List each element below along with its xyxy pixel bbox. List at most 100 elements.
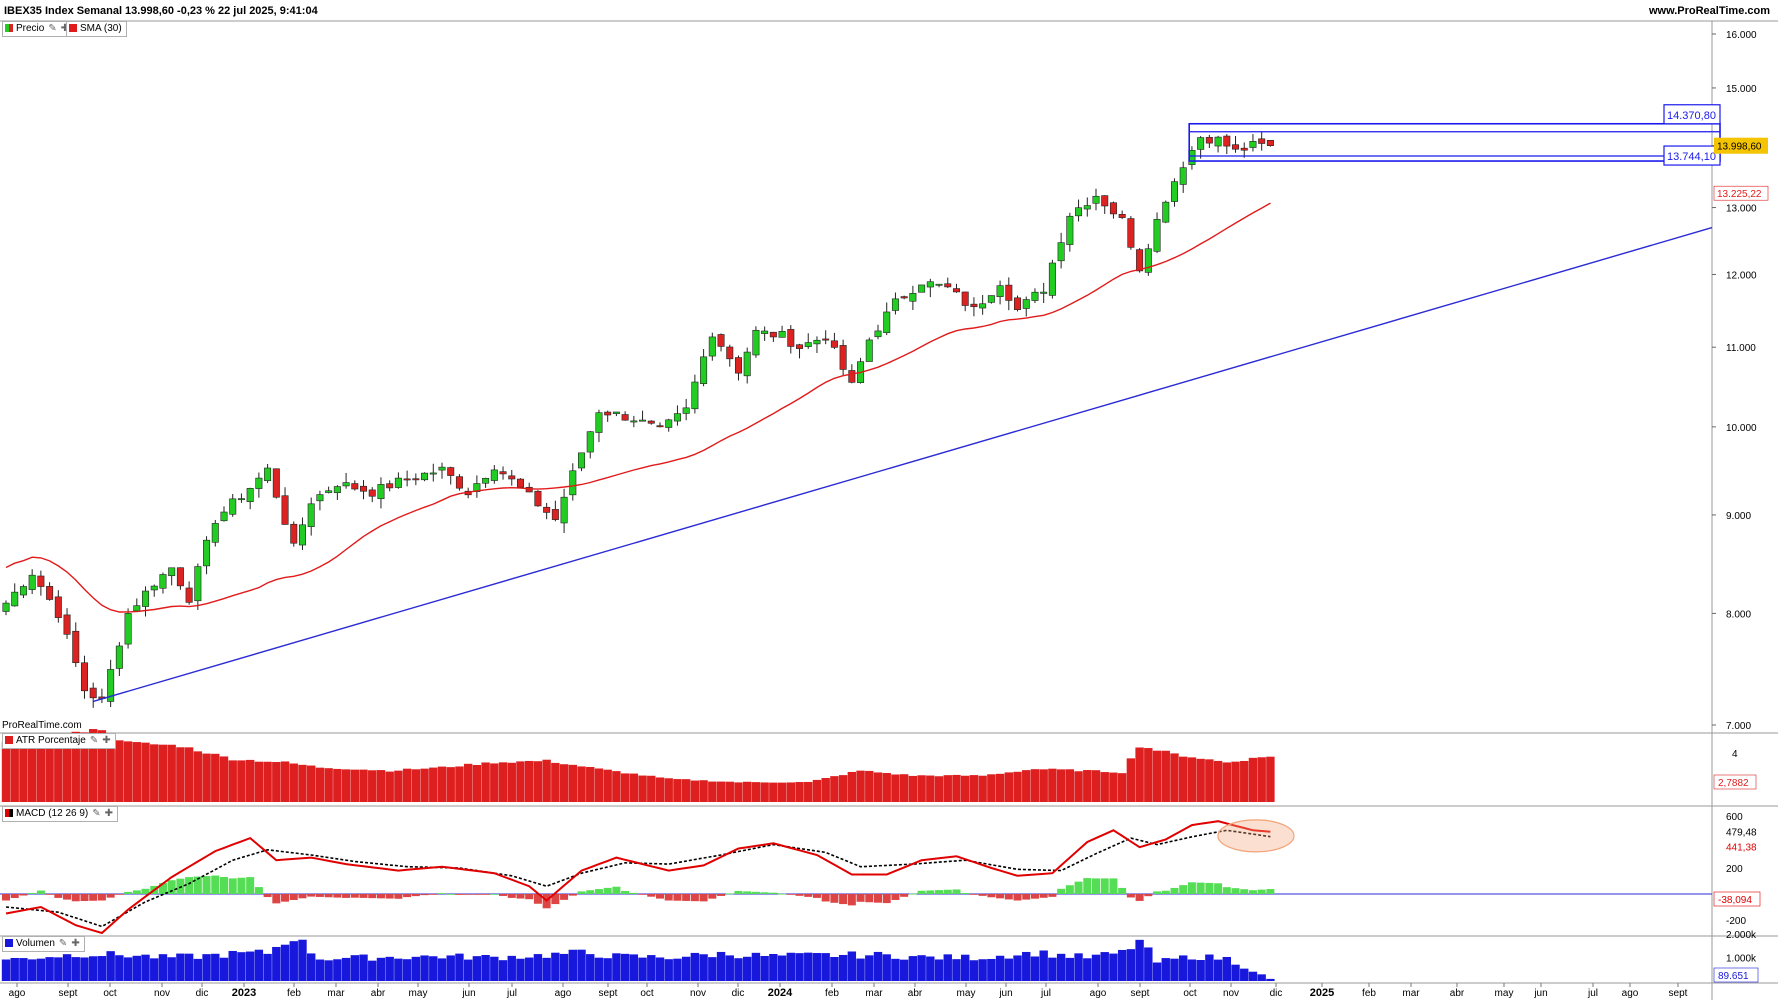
volume-bar (71, 957, 80, 981)
macd-histogram-bar (507, 894, 516, 898)
candle-down (386, 483, 394, 489)
volume-bar (542, 957, 551, 981)
x-axis-label: nov (690, 988, 706, 999)
volume-bar (1013, 955, 1022, 981)
candle-down (822, 338, 830, 341)
atr-bar (350, 769, 359, 802)
candle-up (1031, 291, 1039, 301)
macd-histogram-bar (411, 894, 420, 897)
volume-bar (673, 958, 682, 981)
macd-histogram-bar (80, 894, 89, 902)
macd-histogram-bar (385, 894, 394, 899)
candle-up (883, 311, 891, 333)
atr-bar (708, 781, 717, 802)
candle-down (63, 614, 71, 635)
x-axis-label: sept (1131, 988, 1150, 999)
macd-histogram-bar (124, 891, 133, 894)
candle-up (630, 420, 638, 423)
plus-icon[interactable]: ✚ (104, 808, 114, 819)
volume-bar (307, 953, 316, 981)
volume-bar (455, 953, 464, 981)
plus-icon[interactable]: ✚ (71, 938, 80, 949)
price-legend[interactable]: Precio ✎ ✚ (2, 21, 75, 37)
macd-histogram-bar (1187, 882, 1196, 894)
candle-up (1214, 136, 1222, 147)
candle-up (115, 645, 123, 669)
atr-bar (498, 762, 508, 802)
macd-histogram-bar (647, 894, 656, 897)
candle-up (700, 356, 708, 384)
volume-bar (359, 954, 368, 981)
sma-legend[interactable]: SMA (30) (66, 21, 127, 37)
atr-bar (542, 759, 551, 802)
atr-bar (995, 773, 1005, 802)
atr-bar (969, 775, 979, 802)
candle-down (769, 331, 777, 338)
candle-up (987, 295, 995, 303)
macd-histogram-bar (751, 891, 760, 894)
volume-bar (743, 956, 752, 981)
macd-histogram-bar (167, 880, 176, 894)
atr-panel[interactable] (1, 729, 1275, 802)
atr-bar (1222, 762, 1231, 802)
macd-histogram-bar (315, 894, 324, 897)
volume-bar (786, 952, 795, 981)
volume-bar (1083, 958, 1092, 981)
sma-last-label: 13.225,22 (1717, 189, 1762, 200)
x-axis-label: jul (1040, 988, 1051, 999)
candle-up (778, 331, 786, 338)
atr-legend[interactable]: ATR Porcentaje ✎ ✚ (2, 733, 116, 749)
x-axis-label: abr (371, 988, 386, 999)
plus-icon[interactable]: ✚ (102, 735, 111, 746)
macd-histogram-bar (795, 894, 804, 896)
macd-histogram-bar (115, 894, 124, 895)
wrench-icon[interactable]: ✎ (58, 938, 68, 949)
atr-bar (437, 766, 447, 802)
macd-histogram-bar (961, 893, 970, 894)
candle-swatch-icon (5, 24, 13, 32)
volume-bar (211, 953, 220, 981)
candle-up (264, 467, 272, 482)
macd-histogram-bar (638, 894, 647, 895)
volume-bar (978, 959, 987, 981)
volume-bar (245, 951, 255, 981)
volume-bar (777, 955, 787, 981)
x-axis-label: jul (506, 988, 517, 999)
macd-histogram-bar (935, 890, 944, 894)
macd-histogram-bar (1257, 889, 1266, 894)
range-upper-label: 14.370,80 (1667, 110, 1716, 122)
wrench-icon[interactable]: ✎ (92, 808, 101, 819)
volume-panel[interactable] (1, 939, 1275, 981)
volume-bar (184, 953, 194, 981)
candle-up (421, 472, 429, 481)
candle-up (673, 413, 681, 422)
volume-bar (324, 960, 333, 981)
volume-legend[interactable]: Volumen ✎ ✚ (2, 936, 85, 952)
macd-legend[interactable]: MACD (12 26 9) ✎ ✚ (2, 806, 119, 822)
price-axis-label: 7.000 (1726, 721, 1751, 732)
wrench-icon[interactable]: ✎ (89, 735, 99, 746)
candle-down (72, 630, 80, 664)
candle-up (708, 336, 716, 357)
volume-bar (368, 960, 377, 981)
volume-bar (516, 958, 525, 981)
x-axis-label: may (409, 988, 428, 999)
price-panel[interactable]: 14.370,80 13.744,10 (2, 104, 1721, 708)
candle-up (438, 466, 446, 471)
atr-bar (254, 761, 264, 802)
macd-histogram-bar (908, 893, 917, 895)
macd-histogram-bar (760, 892, 769, 894)
macd-panel[interactable] (0, 819, 1712, 935)
x-axis-label: ago (1622, 988, 1639, 999)
plus-icon[interactable]: ✚ (60, 23, 70, 34)
volume-bar (1196, 959, 1205, 981)
atr-bar (821, 778, 830, 802)
atr-bar (743, 781, 752, 802)
site-url[interactable]: www.ProRealTime.com (1648, 5, 1770, 17)
x-axis-label: mar (327, 988, 345, 999)
wrench-icon[interactable]: ✎ (48, 23, 57, 34)
x-axis-label: feb (1362, 988, 1376, 999)
atr-bar (324, 768, 333, 802)
volume-bar (568, 949, 577, 981)
